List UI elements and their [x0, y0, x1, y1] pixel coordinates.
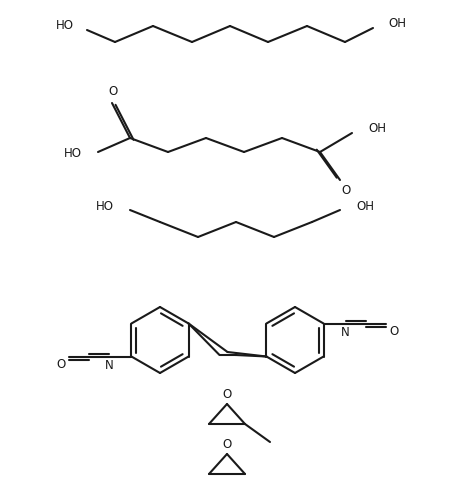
Text: O: O	[222, 438, 232, 451]
Text: HO: HO	[96, 199, 114, 212]
Text: O: O	[389, 325, 398, 338]
Text: OH: OH	[388, 17, 406, 30]
Text: O: O	[222, 388, 232, 401]
Text: O: O	[341, 183, 350, 196]
Text: OH: OH	[356, 199, 374, 212]
Text: O: O	[109, 85, 118, 98]
Text: HO: HO	[64, 146, 82, 159]
Text: OH: OH	[368, 122, 386, 134]
Text: HO: HO	[56, 19, 74, 32]
Text: N: N	[105, 359, 114, 372]
Text: N: N	[341, 326, 350, 339]
Text: O: O	[57, 358, 66, 371]
